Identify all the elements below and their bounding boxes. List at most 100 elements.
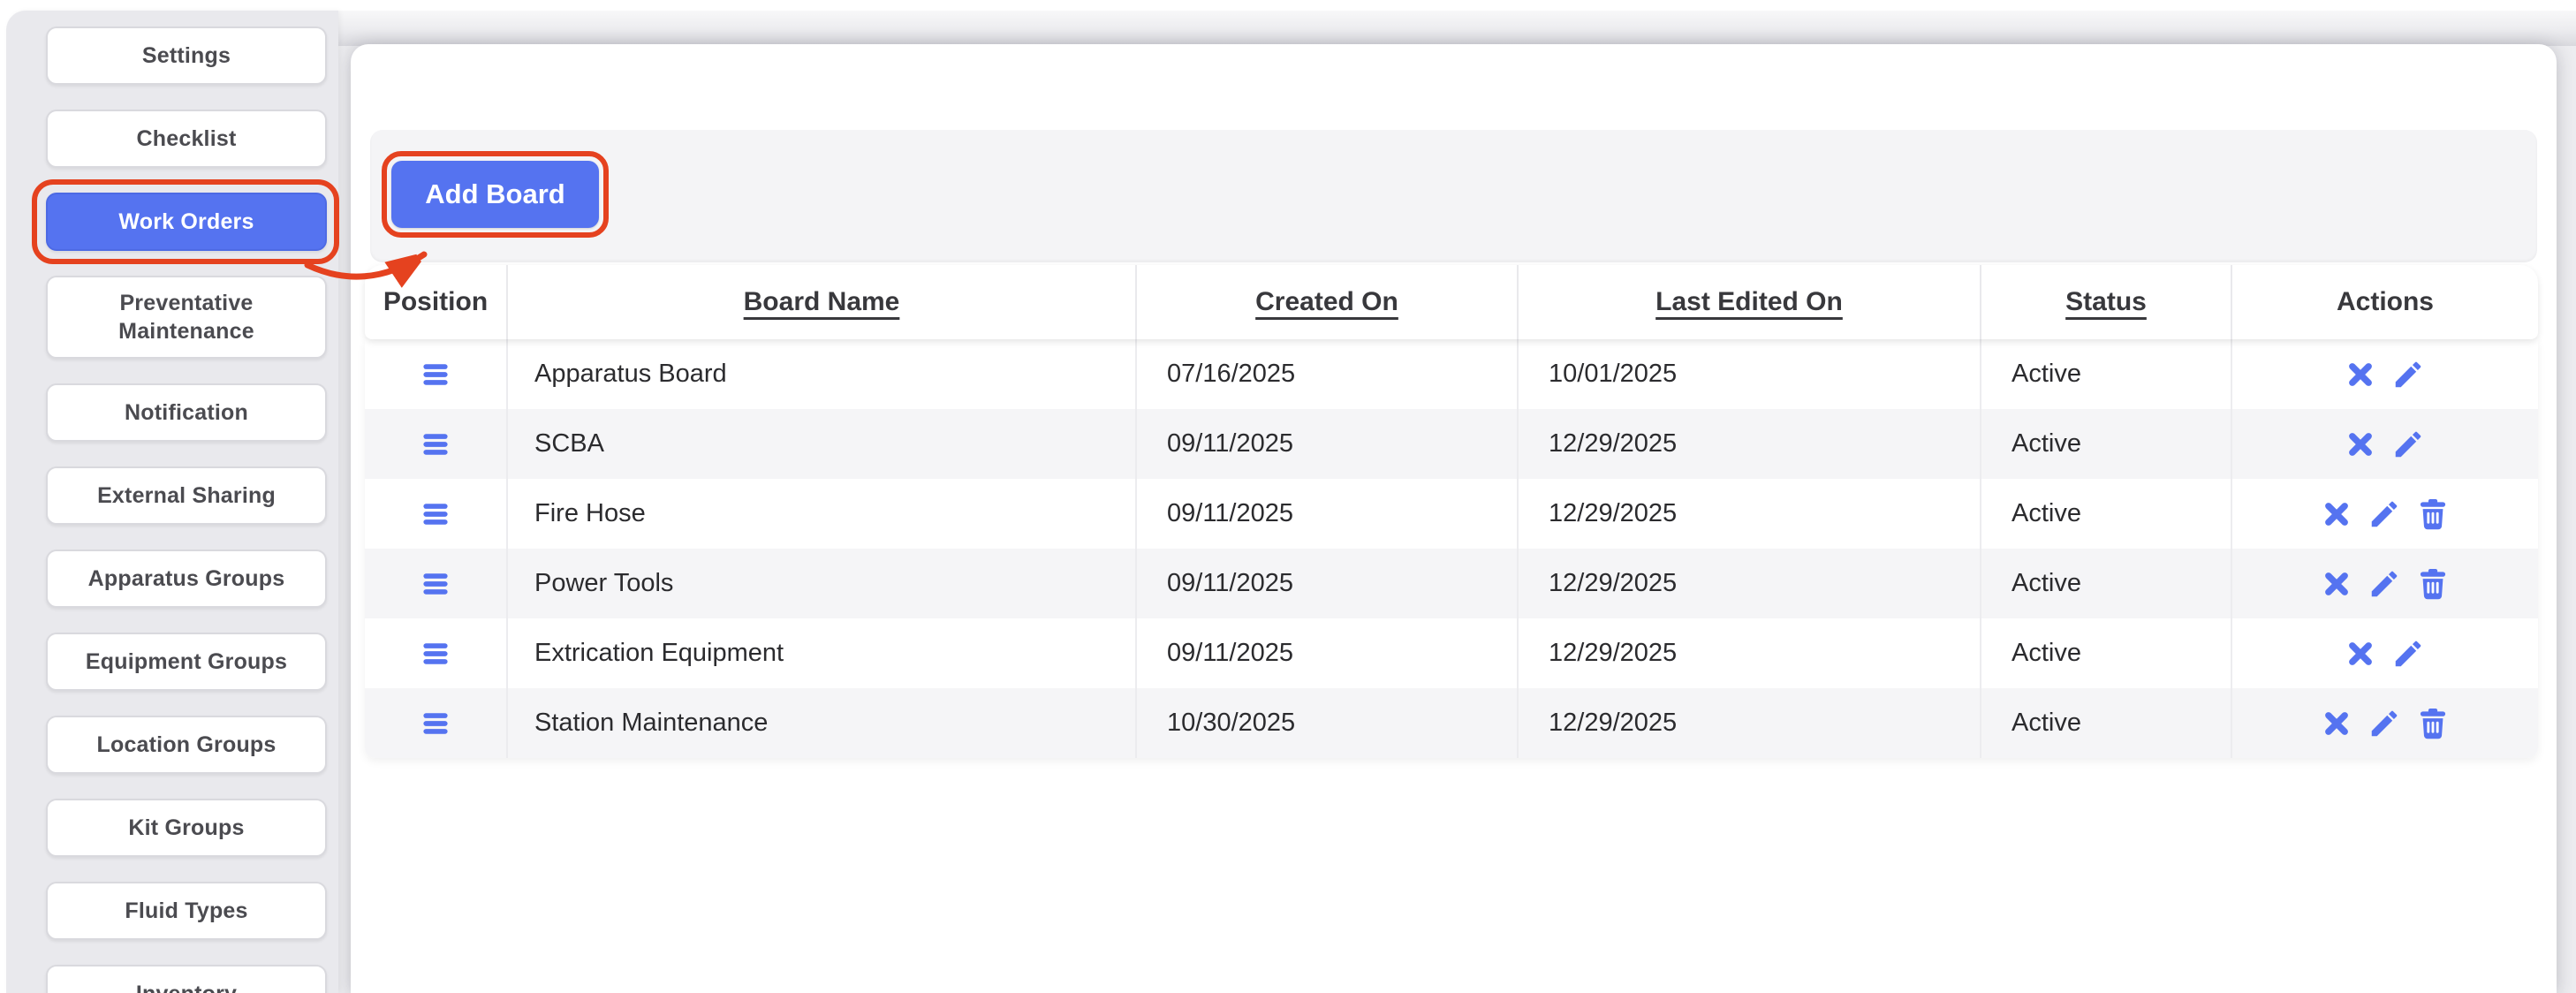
table-column-header[interactable]: Board Name (508, 265, 1137, 339)
status-cell: Active (1981, 479, 2232, 549)
last-edited-on-cell: 12/29/2025 (1519, 409, 1981, 479)
drag-handle-icon[interactable] (422, 572, 449, 595)
board-name-cell: SCBA (508, 409, 1137, 479)
sidebar-item-label: Notification (125, 400, 248, 425)
status-cell: Active (1981, 409, 2232, 479)
actions-cell (2232, 409, 2538, 479)
table-column-header: Actions (2232, 265, 2538, 339)
table-column-label: Last Edited On (1655, 287, 1843, 316)
table-row: Power Tools 09/11/2025 12/29/2025 Active (365, 549, 2538, 618)
deactivate-icon[interactable] (2322, 499, 2352, 529)
edit-pencil-icon[interactable] (2368, 707, 2401, 740)
created-on-cell: 09/11/2025 (1137, 409, 1519, 479)
sidebar-item-notification[interactable]: Notification (46, 383, 327, 442)
sidebar-item-label: Inventory (136, 980, 237, 993)
drag-handle-icon[interactable] (422, 712, 449, 735)
deactivate-icon[interactable] (2345, 429, 2375, 459)
add-board-button[interactable]: Add Board (391, 161, 599, 228)
sidebar-item-label: Checklist (136, 126, 237, 151)
last-edited-on-cell: 12/29/2025 (1519, 618, 1981, 688)
work-orders-table: Position Board Name Created On Last Edited … (365, 265, 2538, 758)
edit-pencil-icon[interactable] (2391, 637, 2425, 671)
trash-icon[interactable] (2417, 567, 2449, 601)
status-cell: Active (1981, 618, 2232, 688)
table-row: Fire Hose 09/11/2025 12/29/2025 Active (365, 479, 2538, 549)
status-cell: Active (1981, 339, 2232, 409)
sidebar-item-kit-groups[interactable]: Kit Groups (46, 799, 327, 857)
last-edited-on-cell: 12/29/2025 (1519, 688, 1981, 758)
sidebar-item-apparatus-groups[interactable]: Apparatus Groups (46, 550, 327, 608)
sidebar-item-label: Settings (141, 43, 231, 68)
table-column-header[interactable]: Last Edited On (1519, 265, 1981, 339)
drag-handle-icon[interactable] (422, 433, 449, 456)
drag-handle-icon[interactable] (422, 363, 449, 386)
sidebar-item-equipment-groups[interactable]: Equipment Groups (46, 633, 327, 691)
sidebar-item-label: Fluid Types (125, 898, 248, 923)
drag-handle-icon[interactable] (422, 503, 449, 526)
position-cell (365, 549, 508, 618)
board-name-cell: Extrication Equipment (508, 618, 1137, 688)
table-row: Apparatus Board 07/16/2025 10/01/2025 Ac… (365, 339, 2538, 409)
deactivate-icon[interactable] (2322, 709, 2352, 739)
table-column-label: Board Name (743, 287, 900, 316)
board-name-cell: Station Maintenance (508, 688, 1137, 758)
sidebar-item-external-sharing[interactable]: External Sharing (46, 466, 327, 525)
sidebar-item-work-orders[interactable]: Work Orders (46, 193, 327, 251)
status-cell: Active (1981, 688, 2232, 758)
sidebar-item-label: Preventative Maintenance (118, 291, 254, 344)
table-column-label: Status (2065, 287, 2147, 316)
actions-cell (2232, 549, 2538, 618)
created-on-cell: 09/11/2025 (1137, 479, 1519, 549)
sidebar-item-label: Work Orders (118, 209, 254, 234)
last-edited-on-cell: 12/29/2025 (1519, 479, 1981, 549)
status-cell: Active (1981, 549, 2232, 618)
last-edited-on-cell: 12/29/2025 (1519, 549, 1981, 618)
sidebar-item-settings[interactable]: Settings (46, 27, 327, 85)
deactivate-icon[interactable] (2322, 569, 2352, 599)
position-cell (365, 339, 508, 409)
table-column-label: Created On (1255, 287, 1398, 316)
table-column-header[interactable]: Created On (1137, 265, 1519, 339)
actions-cell (2232, 618, 2538, 688)
deactivate-icon[interactable] (2345, 639, 2375, 669)
position-cell (365, 618, 508, 688)
table-column-header[interactable]: Status (1981, 265, 2232, 339)
created-on-cell: 07/16/2025 (1137, 339, 1519, 409)
trash-icon[interactable] (2417, 707, 2449, 740)
table-header-row: Position Board Name Created On Last Edited … (365, 265, 2538, 339)
actions-cell (2232, 339, 2538, 409)
actions-cell (2232, 479, 2538, 549)
sidebar-item-checklist[interactable]: Checklist (46, 110, 327, 168)
sidebar-item-label: Equipment Groups (85, 649, 288, 674)
board-name-cell: Fire Hose (508, 479, 1137, 549)
sidebar-item-label: Apparatus Groups (87, 566, 285, 591)
toolbar-panel: Add Board (370, 130, 2537, 262)
sidebar-item-label: External Sharing (97, 483, 276, 508)
position-cell (365, 409, 508, 479)
edit-pencil-icon[interactable] (2368, 567, 2401, 601)
created-on-cell: 10/30/2025 (1137, 688, 1519, 758)
sidebar-item-location-groups[interactable]: Location Groups (46, 716, 327, 774)
sidebar-item-label: Location Groups (96, 732, 277, 757)
position-cell (365, 688, 508, 758)
sidebar-item-fluid-types[interactable]: Fluid Types (46, 882, 327, 940)
sidebar-item-label: Kit Groups (128, 815, 245, 840)
table-column-header: Position (365, 265, 508, 339)
sidebar-item-list: Settings Checklist Work Orders Preventat… (6, 11, 338, 993)
last-edited-on-cell: 10/01/2025 (1519, 339, 1981, 409)
trash-icon[interactable] (2417, 497, 2449, 531)
edit-pencil-icon[interactable] (2391, 358, 2425, 391)
drag-handle-icon[interactable] (422, 642, 449, 665)
settings-sidebar: Settings Checklist Work Orders Preventat… (6, 11, 338, 993)
deactivate-icon[interactable] (2345, 360, 2375, 390)
sidebar-item-inventory[interactable]: Inventory (46, 965, 327, 993)
edit-pencil-icon[interactable] (2391, 428, 2425, 461)
top-gradient-band (338, 11, 2576, 46)
created-on-cell: 09/11/2025 (1137, 618, 1519, 688)
sidebar-item-preventative-maintenance[interactable]: Preventative Maintenance (46, 276, 327, 359)
actions-cell (2232, 688, 2538, 758)
table-row: SCBA 09/11/2025 12/29/2025 Active (365, 409, 2538, 479)
board-name-cell: Apparatus Board (508, 339, 1137, 409)
edit-pencil-icon[interactable] (2368, 497, 2401, 531)
